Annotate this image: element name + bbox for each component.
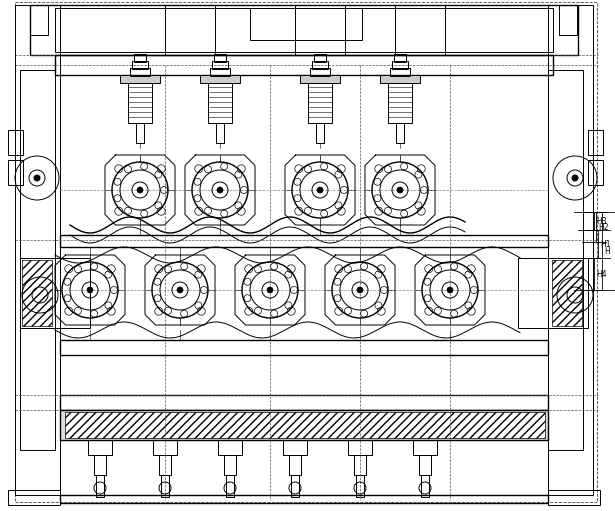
- Bar: [88, 440, 112, 455]
- Bar: [588, 160, 603, 185]
- Bar: [552, 260, 582, 326]
- Bar: [518, 258, 588, 328]
- Bar: [30, 5, 578, 55]
- Bar: [60, 355, 548, 395]
- Bar: [380, 75, 420, 83]
- Text: H3: H3: [596, 217, 606, 225]
- Bar: [314, 54, 326, 62]
- Bar: [65, 412, 545, 438]
- Bar: [120, 75, 160, 83]
- Bar: [8, 130, 23, 155]
- Bar: [161, 475, 169, 497]
- Bar: [136, 123, 144, 143]
- Bar: [354, 455, 366, 475]
- Bar: [289, 455, 301, 475]
- Bar: [60, 495, 548, 503]
- Bar: [300, 75, 340, 83]
- Bar: [159, 455, 171, 475]
- Bar: [310, 68, 330, 76]
- Bar: [128, 83, 152, 123]
- Bar: [20, 258, 90, 328]
- Bar: [283, 440, 307, 455]
- Bar: [96, 475, 104, 497]
- Bar: [216, 123, 224, 143]
- Circle shape: [317, 187, 323, 193]
- Bar: [421, 475, 429, 497]
- Circle shape: [87, 287, 93, 293]
- Circle shape: [267, 287, 273, 293]
- Bar: [316, 123, 324, 143]
- Bar: [22, 260, 52, 326]
- Bar: [214, 54, 226, 62]
- Bar: [208, 83, 232, 123]
- Bar: [548, 5, 593, 495]
- Bar: [200, 75, 240, 83]
- Bar: [218, 440, 242, 455]
- Bar: [55, 8, 553, 52]
- Bar: [20, 70, 55, 450]
- Bar: [559, 5, 577, 35]
- Bar: [60, 340, 548, 355]
- Bar: [30, 5, 48, 35]
- Bar: [60, 410, 548, 440]
- Circle shape: [217, 187, 223, 193]
- Bar: [226, 475, 234, 497]
- Bar: [250, 8, 362, 40]
- Circle shape: [137, 187, 143, 193]
- Bar: [388, 83, 412, 123]
- Text: H: H: [604, 246, 609, 256]
- Text: H4: H4: [596, 269, 606, 278]
- Circle shape: [177, 287, 183, 293]
- Bar: [60, 395, 548, 410]
- Bar: [8, 160, 23, 185]
- Bar: [390, 68, 410, 76]
- Bar: [312, 61, 328, 69]
- Circle shape: [447, 287, 453, 293]
- Circle shape: [572, 175, 578, 181]
- Circle shape: [397, 187, 403, 193]
- Bar: [132, 61, 148, 69]
- Bar: [548, 490, 600, 505]
- Bar: [94, 455, 106, 475]
- Bar: [224, 455, 236, 475]
- Bar: [210, 68, 230, 76]
- Bar: [153, 440, 177, 455]
- Bar: [15, 5, 60, 495]
- Bar: [413, 440, 437, 455]
- Circle shape: [357, 287, 363, 293]
- Bar: [588, 130, 603, 155]
- Bar: [8, 490, 60, 505]
- Bar: [348, 440, 372, 455]
- Bar: [396, 123, 404, 143]
- Bar: [419, 455, 431, 475]
- Bar: [212, 61, 228, 69]
- Bar: [130, 68, 150, 76]
- Bar: [356, 475, 364, 497]
- Text: H1: H1: [600, 240, 611, 248]
- Bar: [291, 475, 299, 497]
- Circle shape: [34, 175, 40, 181]
- Bar: [308, 83, 332, 123]
- Text: H2: H2: [598, 222, 608, 231]
- Bar: [60, 235, 548, 247]
- Bar: [392, 61, 408, 69]
- Bar: [134, 54, 146, 62]
- Bar: [55, 55, 553, 75]
- Bar: [394, 54, 406, 62]
- Bar: [548, 70, 583, 450]
